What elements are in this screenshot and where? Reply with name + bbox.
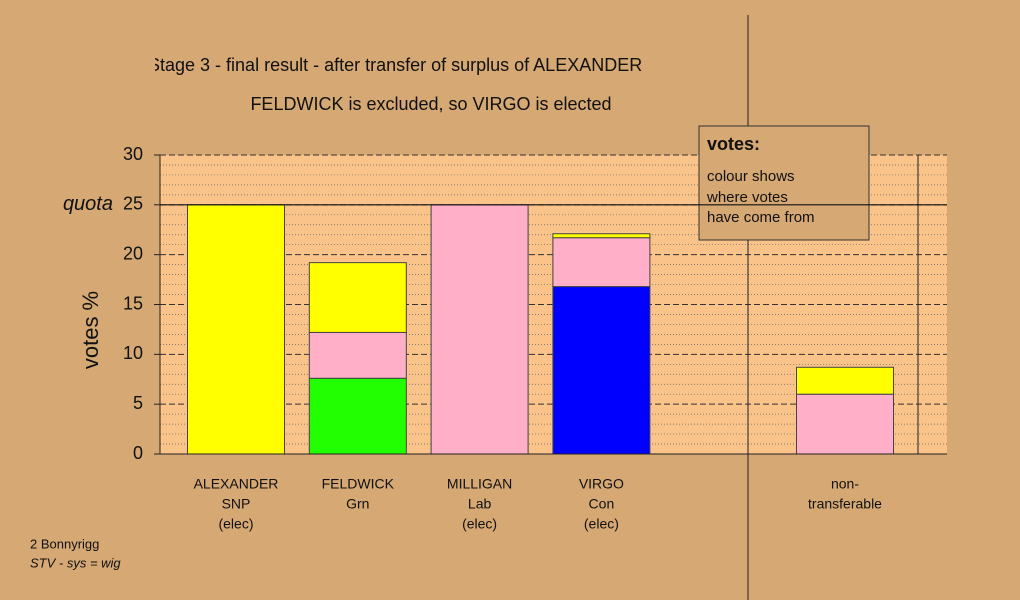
x-tick-label: (elec) bbox=[218, 516, 253, 532]
bar-segment bbox=[552, 233, 651, 239]
x-tick-label: MILLIGAN bbox=[447, 476, 512, 492]
y-tick-label: 15 bbox=[123, 293, 143, 313]
y-tick-label: 20 bbox=[123, 243, 143, 263]
x-tick-label: (elec) bbox=[462, 516, 497, 532]
footer-text: 2 Bonnyrigg bbox=[30, 536, 99, 551]
note-box: votes: colour shows where votes have com… bbox=[698, 125, 870, 241]
y-tick-label: 25 bbox=[123, 194, 143, 214]
y-tick-label: 5 bbox=[133, 393, 143, 413]
x-tick-label: transferable bbox=[808, 496, 882, 512]
x-tick-label: Grn bbox=[346, 496, 369, 512]
quota-label: quota bbox=[63, 193, 113, 215]
note-line: have come from bbox=[707, 209, 815, 226]
footer-text: STV - sys = wig bbox=[30, 555, 121, 570]
x-tick-label: (elec) bbox=[584, 516, 619, 532]
x-tick-label: Con bbox=[589, 496, 615, 512]
note-line: colour shows bbox=[707, 168, 795, 185]
bar-segment bbox=[308, 377, 407, 455]
note-line: where votes bbox=[706, 189, 788, 206]
bar-segment bbox=[796, 393, 894, 455]
bar-segment bbox=[308, 262, 407, 333]
x-tick-label: VIRGO bbox=[579, 476, 624, 492]
x-tick-label: FELDWICK bbox=[322, 476, 395, 492]
y-tick-label: 10 bbox=[123, 343, 143, 363]
x-tick-label: ALEXANDER bbox=[194, 476, 279, 492]
x-tick-label: non- bbox=[831, 476, 859, 492]
bar-segment bbox=[308, 331, 407, 379]
bar-segment bbox=[552, 286, 651, 455]
note-title: votes: bbox=[707, 134, 760, 154]
bar-segment bbox=[796, 366, 894, 395]
x-tick-label: Lab bbox=[468, 496, 492, 512]
y-tick-label: 30 bbox=[123, 144, 143, 164]
bar-segment bbox=[187, 204, 285, 455]
y-tick-label: 0 bbox=[133, 443, 143, 463]
x-tick-label: SNP bbox=[222, 496, 251, 512]
note-frame bbox=[698, 125, 870, 241]
chart-subtitle: FELDWICK is excluded, so VIRGO is electe… bbox=[250, 94, 611, 114]
bar-segment bbox=[430, 204, 529, 455]
y-axis-label: votes % bbox=[78, 291, 103, 369]
chart-title: Stage 3 - final result - after transfer … bbox=[148, 55, 642, 75]
bar-segment bbox=[552, 237, 651, 288]
